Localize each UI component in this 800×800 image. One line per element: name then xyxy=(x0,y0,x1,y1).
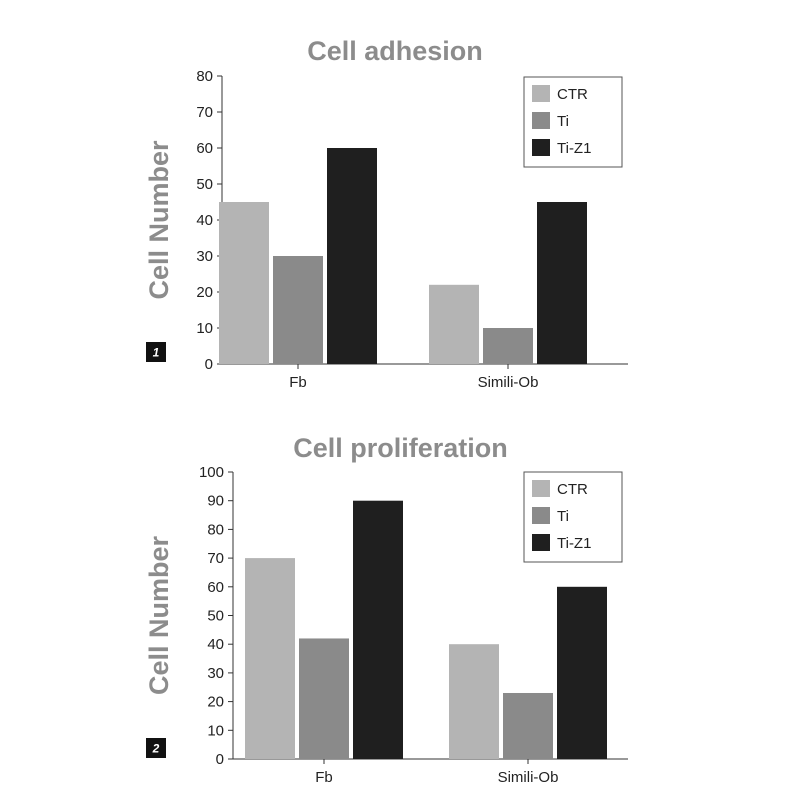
y-axis-label: Cell Number xyxy=(144,140,174,300)
legend-label: CTR xyxy=(557,481,588,498)
legend-label: Ti xyxy=(557,508,569,525)
y-tick-label: 70 xyxy=(207,550,224,567)
legend-label: Ti xyxy=(557,113,569,130)
legend-swatch xyxy=(532,534,550,551)
x-category-label: Fb xyxy=(289,374,307,391)
y-tick-label: 0 xyxy=(216,751,224,768)
bar-ctr-simili-ob xyxy=(449,644,499,759)
legend-swatch xyxy=(532,112,550,129)
panel-number: 2 xyxy=(152,742,160,756)
y-tick-label: 0 xyxy=(205,356,213,373)
y-tick-label: 50 xyxy=(207,608,224,625)
y-tick-label: 10 xyxy=(207,722,224,739)
y-tick-label: 100 xyxy=(199,464,224,481)
bar-ti-z1-simili-ob xyxy=(557,586,607,759)
legend-swatch xyxy=(532,507,550,524)
legend-label: Ti-Z1 xyxy=(557,535,591,552)
chart-title: Cell proliferation xyxy=(293,433,508,463)
bar-ti-z1-simili-ob xyxy=(537,202,587,364)
y-tick-label: 80 xyxy=(196,68,213,85)
y-tick-label: 60 xyxy=(207,579,224,596)
bar-ti-z1-fb xyxy=(353,500,403,759)
x-category-label: Fb xyxy=(315,769,333,786)
bar-ti-fb xyxy=(273,256,323,364)
x-category-label: Simili-Ob xyxy=(498,769,559,786)
y-tick-label: 30 xyxy=(196,248,213,265)
y-tick-label: 50 xyxy=(196,176,213,193)
legend-swatch xyxy=(532,480,550,497)
legend-swatch xyxy=(532,85,550,102)
legend: CTR Ti Ti-Z1 xyxy=(523,76,623,168)
panel-number: 1 xyxy=(153,346,160,360)
legend-swatch xyxy=(532,139,550,156)
panel-number-box xyxy=(146,342,166,362)
y-tick-label: 40 xyxy=(196,212,213,229)
chart-title: Cell adhesion xyxy=(307,36,483,66)
y-tick-label: 90 xyxy=(207,493,224,510)
y-tick-label: 20 xyxy=(207,694,224,711)
legend-label: CTR xyxy=(557,86,588,103)
legend-label: Ti-Z1 xyxy=(557,140,591,157)
y-tick-label: 60 xyxy=(196,140,213,157)
bar-ctr-simili-ob xyxy=(429,284,479,364)
y-axis-label: Cell Number xyxy=(144,535,174,695)
x-category-label: Simili-Ob xyxy=(478,374,539,391)
y-tick-label: 30 xyxy=(207,665,224,682)
bar-ti-fb xyxy=(299,638,349,759)
panel-number-box xyxy=(146,738,166,758)
bar-ti-z1-fb xyxy=(327,148,377,364)
y-tick-label: 70 xyxy=(196,104,213,121)
bar-ctr-fb xyxy=(245,558,295,759)
bar-ctr-fb xyxy=(219,202,269,364)
y-tick-label: 20 xyxy=(196,284,213,301)
y-tick-label: 80 xyxy=(207,521,224,538)
legend: CTR Ti Ti-Z1 xyxy=(523,471,623,563)
bar-ti-simili-ob xyxy=(503,692,553,759)
y-tick-label: 40 xyxy=(207,636,224,653)
y-tick-label: 10 xyxy=(196,320,213,337)
bar-ti-simili-ob xyxy=(483,328,533,364)
